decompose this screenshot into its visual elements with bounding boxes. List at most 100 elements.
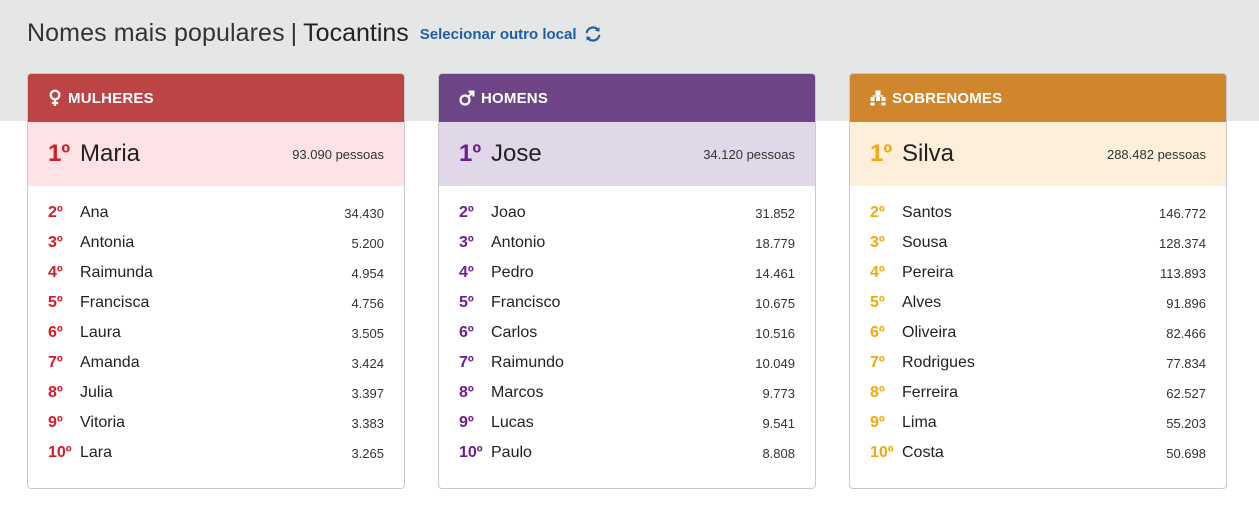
- list-item: 5º Francisca 4.756: [28, 288, 404, 318]
- item-name: Paulo: [491, 444, 532, 461]
- item-name: Francisca: [80, 294, 150, 311]
- item-count: 31.852: [755, 205, 795, 221]
- item-name: Pedro: [491, 264, 534, 281]
- list-item: 6º Laura 3.505: [28, 318, 404, 348]
- item-count: 9.541: [762, 415, 795, 431]
- item-name: Ferreira: [902, 384, 959, 401]
- item-name: Santos: [902, 204, 952, 221]
- rank-number: 2º: [459, 204, 474, 221]
- list-item: 9º Lucas 9.541: [439, 408, 815, 438]
- rank-number: 1º: [48, 140, 71, 167]
- list-item: 3º Antonia 5.200: [28, 228, 404, 258]
- list-item: 5º Francisco 10.675: [439, 288, 815, 318]
- item-name: Marcos: [491, 384, 544, 401]
- item-name: Sousa: [902, 234, 948, 251]
- rank-number: 6º: [48, 324, 63, 341]
- item-count: 10.516: [755, 325, 795, 341]
- item-count: 50.698: [1166, 445, 1206, 461]
- ranking-list: 2º Joao 31.852 3º Antonio 18.779 4º Pedro 14.4…: [439, 186, 815, 468]
- women-card: MULHERES 1º Maria 93.090 pessoas 2º Ana 34…: [27, 73, 405, 489]
- item-count: 3.505: [351, 325, 384, 341]
- list-item: 4º Pereira 113.893: [850, 258, 1226, 288]
- list-item: 2º Ana 34.430: [28, 198, 404, 228]
- title-separator: |: [290, 18, 298, 47]
- rank-number: 10º: [459, 444, 483, 461]
- rank-number: 5º: [48, 294, 63, 311]
- list-item: 9º Vitoria 3.383: [28, 408, 404, 438]
- list-item: 7º Amanda 3.424: [28, 348, 404, 378]
- male-symbol-icon: [459, 90, 475, 106]
- rank-number: 6º: [459, 324, 474, 341]
- rank-number: 2º: [48, 204, 63, 221]
- item-count: 18.779: [755, 235, 795, 251]
- list-item: 5º Alves 91.896: [850, 288, 1226, 318]
- list-item: 10º Paulo 8.808: [439, 438, 815, 468]
- item-name: Joao: [491, 204, 526, 221]
- top-name: Maria: [80, 140, 141, 167]
- item-name: Lima: [902, 414, 937, 431]
- item-count: 5.200: [351, 235, 384, 251]
- family-tree-icon: [870, 90, 886, 106]
- list-item: 3º Sousa 128.374: [850, 228, 1226, 258]
- people-count: 93.090 pessoas: [292, 146, 384, 162]
- item-count: 10.675: [755, 295, 795, 311]
- item-name: Vitoria: [80, 414, 126, 431]
- people-count: 288.482 pessoas: [1106, 146, 1206, 162]
- item-count: 14.461: [755, 265, 795, 281]
- people-count: 34.120 pessoas: [703, 146, 795, 162]
- item-name: Costa: [902, 444, 944, 461]
- item-name: Amanda: [80, 354, 140, 371]
- top-name: Jose: [491, 140, 542, 167]
- item-count: 146.772: [1159, 205, 1206, 221]
- rank-number: 4º: [870, 264, 885, 281]
- list-item: 6º Oliveira 82.466: [850, 318, 1226, 348]
- list-item: 7º Rodrigues 77.834: [850, 348, 1226, 378]
- card-title: SOBRENOMES: [892, 89, 1003, 107]
- change-location-link[interactable]: Selecionar outro local: [419, 25, 577, 43]
- list-item: 3º Antonio 18.779: [439, 228, 815, 258]
- item-count: 128.374: [1159, 235, 1206, 251]
- page-header: Nomes mais populares | Tocantins Selecio…: [27, 16, 603, 50]
- item-count: 91.896: [1166, 295, 1206, 311]
- item-count: 4.954: [351, 265, 384, 281]
- rank-number: 7º: [870, 354, 885, 371]
- men-card-header: HOMENS: [439, 74, 815, 122]
- item-count: 4.756: [351, 295, 384, 311]
- item-name: Antonio: [491, 234, 546, 251]
- rank-number: 2º: [870, 204, 885, 221]
- item-name: Francisco: [491, 294, 561, 311]
- top-ranked-row: 1º Silva 288.482 pessoas: [850, 122, 1226, 186]
- rank-number: 7º: [48, 354, 63, 371]
- rank-number: 3º: [870, 234, 885, 251]
- item-count: 62.527: [1166, 385, 1206, 401]
- card-title: HOMENS: [481, 89, 549, 107]
- rank-number: 4º: [48, 264, 63, 281]
- rank-number: 4º: [459, 264, 474, 281]
- page-title: Nomes mais populares: [27, 18, 285, 47]
- item-name: Raimunda: [80, 264, 153, 281]
- women-card-header: MULHERES: [28, 74, 404, 122]
- item-name: Julia: [80, 384, 113, 401]
- list-item: 4º Raimunda 4.954: [28, 258, 404, 288]
- item-count: 77.834: [1166, 355, 1206, 371]
- top-ranked-row: 1º Maria 93.090 pessoas: [28, 122, 404, 186]
- surnames-card: SOBRENOMES 1º Silva 288.482 pessoas 2º Sa…: [849, 73, 1227, 489]
- rank-number: 5º: [459, 294, 474, 311]
- female-symbol-icon: [49, 89, 61, 106]
- ranking-list: 2º Ana 34.430 3º Antonia 5.200 4º Raimunda 4.9…: [28, 186, 404, 468]
- rank-number: 1º: [459, 140, 482, 167]
- item-count: 34.430: [344, 205, 384, 221]
- rank-number: 9º: [870, 414, 885, 431]
- item-name: Oliveira: [902, 324, 957, 341]
- item-name: Raimundo: [491, 354, 564, 371]
- item-name: Rodrigues: [902, 354, 975, 371]
- rank-number: 10º: [870, 444, 894, 461]
- rank-number: 9º: [459, 414, 474, 431]
- surnames-card-header: SOBRENOMES: [850, 74, 1226, 122]
- item-name: Laura: [80, 324, 121, 341]
- item-count: 3.424: [351, 355, 384, 371]
- refresh-icon[interactable]: [583, 24, 603, 44]
- list-item: 10º Lara 3.265: [28, 438, 404, 468]
- list-item: 8º Julia 3.397: [28, 378, 404, 408]
- top-name: Silva: [902, 140, 955, 167]
